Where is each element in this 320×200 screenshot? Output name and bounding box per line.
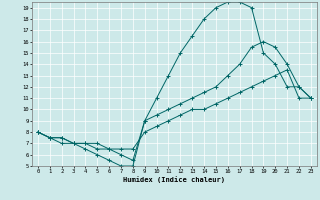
X-axis label: Humidex (Indice chaleur): Humidex (Indice chaleur) — [124, 176, 225, 183]
